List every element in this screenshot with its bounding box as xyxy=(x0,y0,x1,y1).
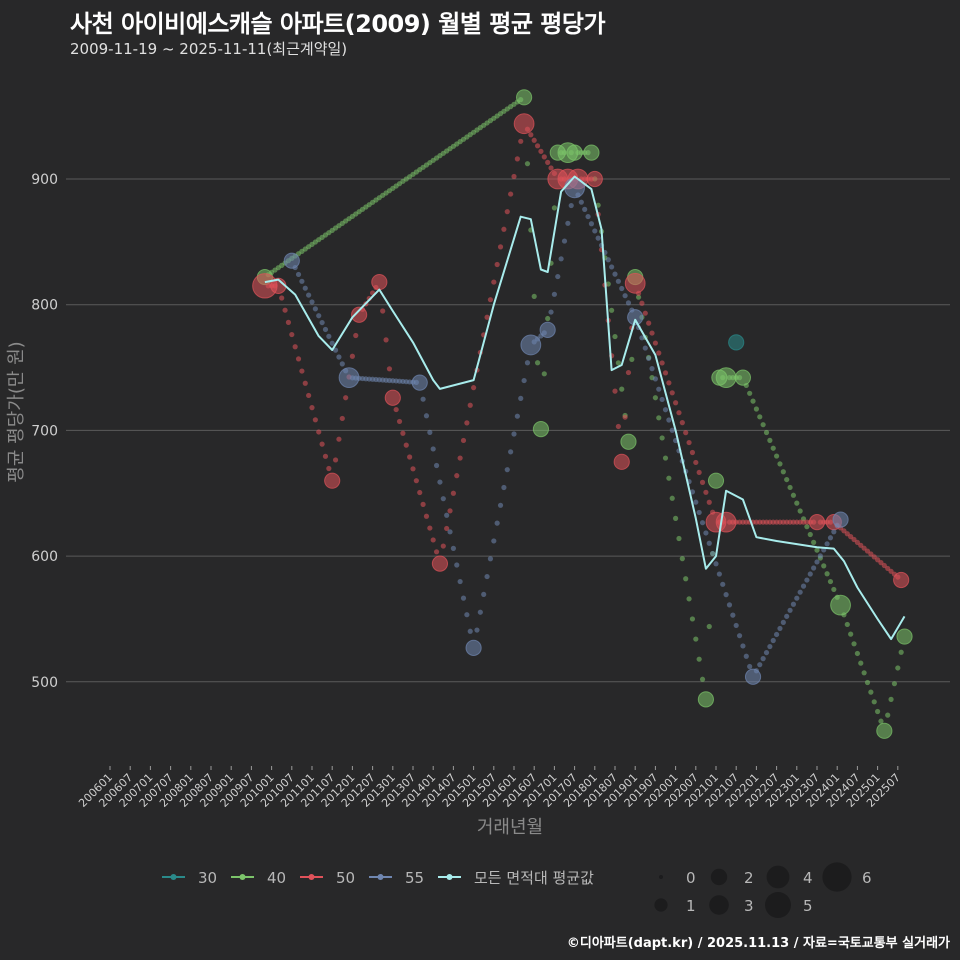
y-axis-label: 평균 평당가(만 원) xyxy=(6,341,27,482)
svg-text:700: 700 xyxy=(31,423,58,439)
x-axis-label: 거래년월 xyxy=(477,817,543,838)
svg-text:모든 면적대 평균값: 모든 면적대 평균값 xyxy=(474,869,594,887)
svg-text:2: 2 xyxy=(744,869,754,887)
y-gridlines xyxy=(66,178,950,683)
svg-text:600: 600 xyxy=(31,549,58,565)
svg-text:900: 900 xyxy=(31,172,58,188)
x-axis-ticks: 2006012006072007012007072008012008072009… xyxy=(76,766,903,810)
svg-text:3: 3 xyxy=(744,897,754,915)
svg-text:6: 6 xyxy=(862,869,872,887)
svg-text:800: 800 xyxy=(31,298,58,314)
svg-text:50: 50 xyxy=(336,869,355,887)
data-series xyxy=(252,89,913,739)
series-30 xyxy=(728,334,745,351)
series-55 xyxy=(283,177,849,685)
svg-text:40: 40 xyxy=(267,869,286,887)
series-50 xyxy=(252,113,910,589)
svg-text:30: 30 xyxy=(198,869,217,887)
y-axis-ticks: 500 600 700 800 900 xyxy=(31,172,58,691)
footer-credit: ©디아파트(dapt.kr) / 2025.11.13 / 자료=국토교통부 실… xyxy=(566,936,950,951)
svg-text:0: 0 xyxy=(686,869,696,887)
svg-text:4: 4 xyxy=(803,869,813,887)
chart-subtitle: 2009-11-19 ~ 2025-11-11(최근계약일) xyxy=(70,40,348,58)
series-40 xyxy=(256,89,913,739)
legend: 30 40 50 55 모든 면적대 평균값 0 1 2 3 4 5 6 xyxy=(162,862,872,918)
chart-title: 사천 아이비에스캐슬 아파트(2009) 월별 평균 평당가 xyxy=(70,10,606,38)
series-모든 면적대 평균값 xyxy=(264,175,906,641)
svg-text:1: 1 xyxy=(686,897,696,915)
svg-text:55: 55 xyxy=(405,869,424,887)
svg-text:5: 5 xyxy=(803,897,813,915)
svg-text:500: 500 xyxy=(31,675,58,691)
